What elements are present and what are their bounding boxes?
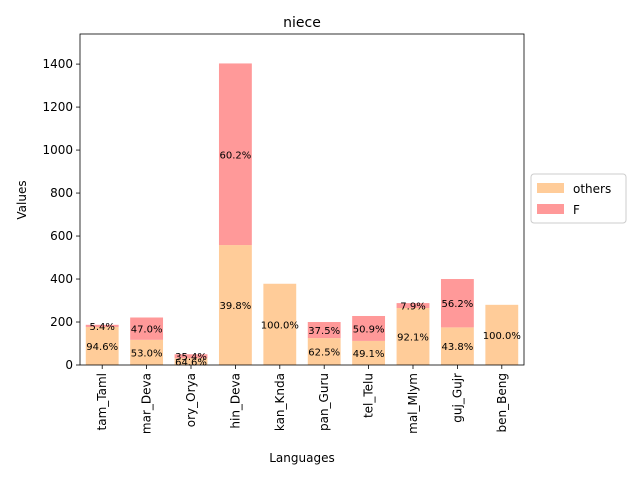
data-label-others-mar_Deva: 53.0%: [131, 348, 163, 359]
bar-others-hin_Deva: [218, 245, 252, 365]
legend-swatch-f: [537, 204, 564, 214]
y-tick-label: 800: [50, 186, 73, 200]
x-tick-label-pan_Guru: pan_Guru: [317, 373, 331, 431]
plot-area: 94.6% 53.0% 64.6% 39.8% 100.0% 62.5% 49.1% 92.1…: [42, 33, 525, 434]
axes-frame: [79, 33, 525, 366]
legend-swatch-others: [537, 183, 564, 193]
data-label-f-mar_Deva: 47.0%: [131, 325, 163, 336]
y-tick-label: 0: [65, 358, 73, 372]
data-label-others-hin_Deva: 39.8%: [220, 301, 252, 312]
y-tick-label: 1200: [42, 100, 73, 114]
legend-label-f: F: [573, 203, 580, 217]
data-label-others-pan_Guru: 62.5%: [308, 348, 340, 359]
bar-others-pan_Guru: [307, 338, 341, 365]
legend: others F: [530, 173, 627, 224]
x-tick-label-ben_Beng: ben_Beng: [495, 373, 509, 432]
data-label-others-guj_Gujr: 43.8%: [442, 342, 474, 353]
bar-f-tam_Taml: [85, 324, 119, 327]
x-tick-label-hin_Deva: hin_Deva: [228, 373, 242, 429]
bar-others-guj_Gujr: [440, 327, 474, 365]
data-label-others-ory_Orya: 64.6%: [175, 358, 207, 369]
data-label-others-tel_Telu: 49.1%: [353, 349, 385, 360]
bar-f-pan_Guru: [307, 322, 341, 339]
x-tick-label-kan_Knda: kan_Knda: [273, 373, 287, 431]
bar-others-tam_Taml: [85, 326, 119, 365]
bar-f-ory_Orya: [174, 354, 208, 359]
y-tick-label: 200: [50, 315, 73, 329]
x-tick-label-mal_Mlym: mal_Mlym: [406, 373, 420, 434]
chart-title: niece: [283, 15, 321, 31]
data-label-f-tel_Telu: 50.9%: [353, 324, 385, 335]
data-label-f-pan_Guru: 37.5%: [308, 326, 340, 337]
x-tick-label-ory_Orya: ory_Orya: [184, 373, 198, 427]
legend-label-others: others: [573, 182, 611, 196]
y-axis-label: Values: [15, 180, 29, 219]
bar-f-mar_Deva: [130, 317, 164, 340]
x-axis-label: Languages: [269, 451, 334, 465]
x-tick-label-mar_Deva: mar_Deva: [140, 373, 154, 434]
data-label-others-mal_Mlym: 92.1%: [397, 333, 429, 344]
bar-f-guj_Gujr: [440, 279, 474, 328]
y-tick-label: 400: [50, 272, 73, 286]
bar-others-ory_Orya: [174, 358, 208, 365]
bar-others-kan_Knda: [263, 283, 297, 365]
x-tick-label-tel_Telu: tel_Telu: [362, 373, 376, 418]
bar-f-tel_Telu: [352, 315, 386, 341]
bar-others-tel_Telu: [352, 340, 386, 365]
data-label-others-tam_Taml: 94.6%: [86, 342, 118, 353]
data-label-f-hin_Deva: 60.2%: [220, 150, 252, 161]
x-tick-label-guj_Gujr: guj_Gujr: [450, 373, 464, 423]
data-label-f-tam_Taml: 5.4%: [89, 322, 114, 333]
bar-others-ben_Beng: [485, 304, 519, 365]
y-tick-label: 1000: [42, 143, 73, 157]
x-tick-label-tam_Taml: tam_Taml: [95, 373, 109, 430]
data-label-others-ben_Beng: 100.0%: [483, 331, 521, 342]
data-label-f-guj_Gujr: 56.2%: [442, 299, 474, 310]
data-label-f-mal_Mlym: 7.9%: [400, 302, 425, 313]
data-label-others-kan_Knda: 100.0%: [261, 320, 299, 331]
bar-f-mal_Mlym: [396, 303, 430, 309]
bar-others-mar_Deva: [130, 339, 164, 365]
bar-others-mal_Mlym: [396, 308, 430, 365]
bar-f-hin_Deva: [218, 63, 252, 246]
y-tick-label: 600: [50, 229, 73, 243]
y-tick-label: 1400: [42, 57, 73, 71]
data-label-f-ory_Orya: 35.4%: [175, 352, 207, 363]
